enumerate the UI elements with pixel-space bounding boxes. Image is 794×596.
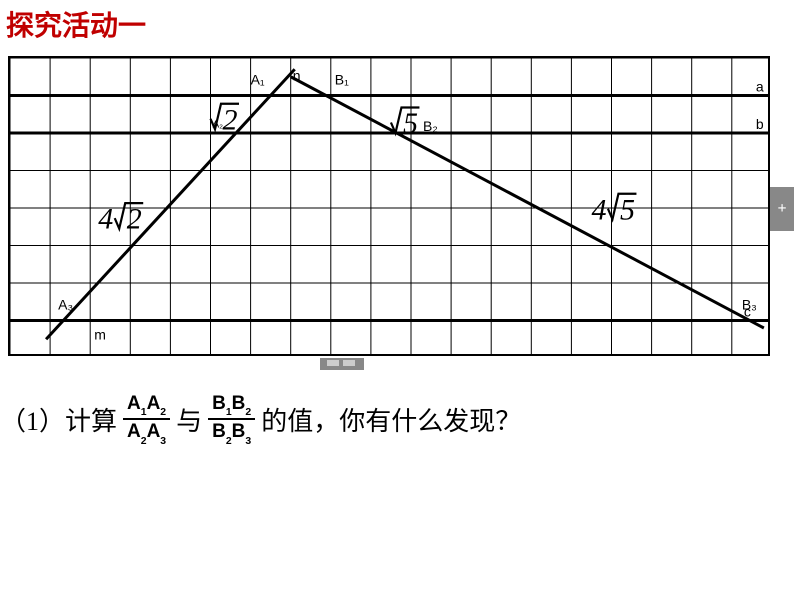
fraction-2-den: B2B3: [208, 420, 255, 446]
svg-text:B₃: B₃: [742, 296, 757, 312]
question-mid: 与: [176, 401, 202, 438]
slide-next-tab[interactable]: +: [770, 187, 794, 231]
question-prefix: （1）计算: [0, 401, 117, 438]
svg-text:b: b: [756, 116, 764, 132]
slide-bottom-tab[interactable]: [320, 358, 364, 370]
svg-text:5: 5: [620, 193, 635, 226]
svg-text:A₁: A₁: [251, 71, 265, 87]
svg-text:2: 2: [223, 103, 238, 136]
fraction-1-den: A2A3: [123, 420, 170, 446]
svg-text:2: 2: [127, 203, 142, 236]
question-text: （1）计算 A1A2 A2A3 与 B1B2 B2B3 的值，你有什么发现？: [0, 392, 521, 447]
page-title: 探究活动一: [6, 4, 146, 44]
svg-text:m: m: [94, 326, 106, 342]
svg-text:5: 5: [403, 107, 418, 140]
fraction-2: B1B2 B2B3: [208, 392, 255, 447]
fraction-2-num: B1B2: [208, 392, 255, 420]
grid-diagram: abcmnA₁A₂A₃B₁B₂B₃242545: [8, 56, 770, 356]
svg-text:B₂: B₂: [423, 118, 438, 134]
fraction-1-num: A1A2: [123, 392, 170, 420]
svg-text:a: a: [756, 79, 764, 95]
fraction-1: A1A2 A2A3: [123, 392, 170, 447]
svg-text:4: 4: [591, 193, 606, 226]
question-suffix: 的值，你有什么发现？: [261, 401, 521, 438]
svg-text:4: 4: [98, 203, 113, 236]
svg-text:A₃: A₃: [58, 296, 73, 312]
svg-text:B₁: B₁: [335, 71, 349, 87]
